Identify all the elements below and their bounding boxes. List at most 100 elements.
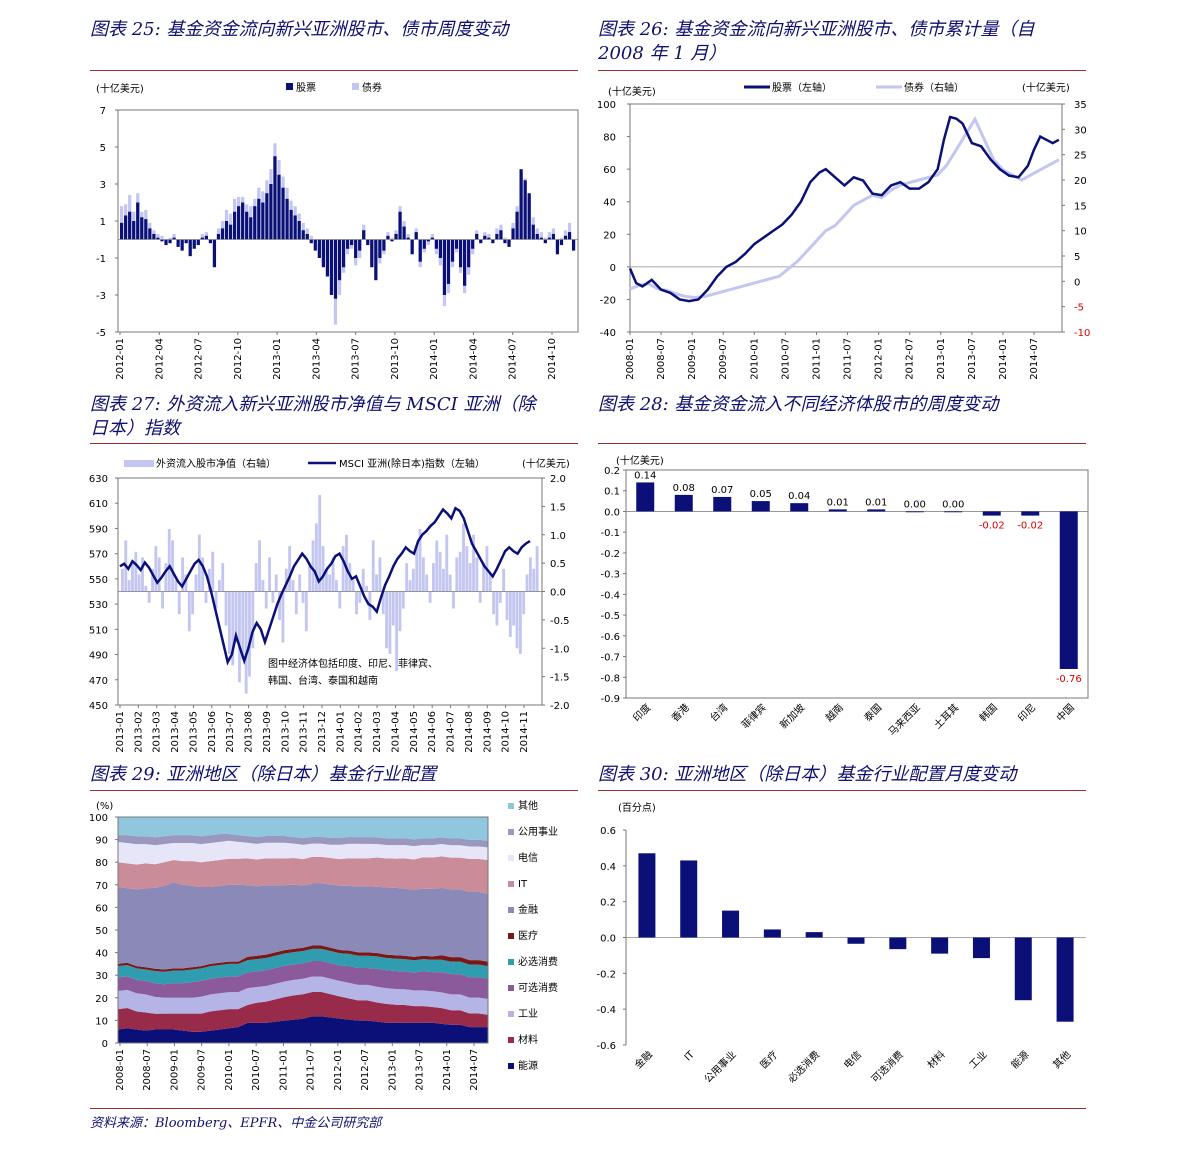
- x-tick-label: 2014-07: [508, 338, 519, 380]
- bar-inflow: [258, 540, 261, 592]
- x-category-label: 台湾: [707, 701, 730, 724]
- value-label: 0.14: [634, 470, 656, 481]
- x-tick-label: 2013-01: [115, 711, 126, 753]
- bar-bond: [160, 235, 164, 240]
- bar-equity: [301, 230, 305, 240]
- note-line-2: 韩国、台湾、泰国和越南: [268, 674, 378, 687]
- x-tick-label: 2013-01: [387, 1049, 398, 1091]
- plot-frame: [117, 109, 579, 333]
- bar-bond: [539, 232, 543, 240]
- bar-inflow: [214, 591, 218, 609]
- y-left-tick-label: 0: [610, 263, 616, 274]
- x-category-label: 其他: [1050, 1048, 1073, 1071]
- bar-inflow: [462, 523, 465, 592]
- y-tick-label: 100: [89, 813, 108, 824]
- bar-inflow: [385, 591, 389, 649]
- x-tick-label: 2008-01: [625, 338, 636, 380]
- x-tick-label: 2008-01: [115, 1049, 126, 1091]
- y-left-tick-label: 80: [603, 133, 616, 144]
- legend-label: 公用事业: [518, 825, 558, 838]
- bar-equity: [172, 237, 176, 240]
- x-tick-label: 2013-03: [152, 711, 163, 753]
- bar-equity: [289, 209, 293, 240]
- y-left-tick-label: -40: [600, 328, 616, 339]
- bar-equity: [128, 211, 132, 240]
- x-tick-label: 2008-07: [142, 1049, 153, 1091]
- chart26-title-line1: 图表 26: 基金资金流向新兴亚洲股市、债市累计量（自: [598, 19, 1035, 40]
- y-tick-label: -0.2: [596, 969, 616, 980]
- bar-韩国: [982, 511, 1001, 516]
- chart30-title-rule: [598, 790, 1086, 791]
- legend-label: 电信: [518, 851, 538, 864]
- bar-inflow: [438, 551, 442, 592]
- y-right-tick-label: 1.0: [550, 531, 566, 542]
- y-right-tick-label: -1.0: [550, 644, 570, 655]
- legend-label: 可选消费: [518, 981, 558, 994]
- value-label: -0.02: [979, 521, 1005, 532]
- y-right-tick-label: -1.5: [550, 673, 570, 684]
- area-必选消费: [118, 948, 488, 985]
- bar-新加坡: [790, 503, 809, 512]
- bar-inflow: [365, 585, 368, 592]
- chart28-title-rule: [598, 443, 1086, 444]
- x-category-label: IT: [683, 1049, 698, 1064]
- bar-inflow: [445, 534, 449, 592]
- bar-equity: [200, 237, 204, 240]
- bar-equity: [281, 187, 285, 240]
- y-tick-label: 90: [95, 836, 108, 847]
- y-tick-label: -0.4: [596, 1005, 616, 1016]
- legend-swatch: [508, 985, 514, 991]
- bar-inflow: [201, 557, 205, 592]
- bar-bond: [426, 239, 430, 246]
- legend-label: 能源: [518, 1059, 538, 1072]
- x-category-label: 新加坡: [777, 701, 807, 731]
- x-tick-label: 2009-01: [687, 338, 698, 380]
- bar-equity: [216, 233, 221, 240]
- x-category-label: 韩国: [977, 701, 1000, 724]
- x-tick-label: 2014-11: [519, 711, 530, 753]
- bar-equity: [345, 239, 350, 249]
- bar-equity: [196, 239, 200, 246]
- bar-inflow: [284, 568, 288, 592]
- bar-inflow: [401, 591, 405, 609]
- legend-swatch: [508, 933, 514, 939]
- y-tick-label: 80: [95, 858, 108, 869]
- legend-label: IT: [518, 879, 528, 890]
- x-tick-label: 2010-01: [224, 1049, 235, 1091]
- bar-inflow: [415, 546, 419, 592]
- x-tick-label: 2013-07: [351, 338, 362, 380]
- bar-inflow: [338, 591, 342, 609]
- y-right-tick-label: -0.5: [550, 616, 570, 627]
- bar-inflow: [204, 591, 208, 603]
- bar-equity: [535, 233, 539, 240]
- bar-equity: [511, 228, 515, 240]
- legend-swatch: [508, 803, 514, 809]
- bar-equity: [442, 239, 447, 295]
- bar-inflow: [492, 591, 496, 615]
- chart25-title: 图表 25: 基金资金流向新兴亚洲股市、债市周度变动: [90, 19, 509, 40]
- bar-equity: [325, 239, 330, 277]
- bar-equity: [350, 239, 354, 246]
- chart27-title-line1: 图表 27: 外资流入新兴亚洲股市净值与 MSCI 亚洲（除: [90, 394, 536, 415]
- bar-equity: [148, 228, 152, 240]
- bar-equity: [382, 239, 386, 251]
- bar-equity: [370, 239, 374, 268]
- chart26-title-rule: [598, 70, 1086, 71]
- bar-equity: [237, 206, 241, 240]
- bar-equity: [563, 235, 568, 240]
- bar-inflow: [207, 568, 211, 592]
- y-left-tick-label: 60: [603, 165, 616, 176]
- area-可选消费: [118, 961, 488, 999]
- bar-inflow: [288, 546, 292, 592]
- bar-inflow: [238, 591, 241, 683]
- x-tick-label: 2013-04: [170, 711, 181, 753]
- bar-inflow: [184, 574, 188, 592]
- bar-inflow: [351, 580, 355, 592]
- x-tick-label: 2013-01: [936, 338, 947, 380]
- y-right-tick-label: -10: [1074, 328, 1090, 339]
- x-tick-label: 2014-07: [469, 1049, 480, 1091]
- legend-label: 材料: [518, 1033, 538, 1046]
- area-医疗: [118, 945, 488, 972]
- bar-inflow: [194, 574, 198, 592]
- x-tick-label: 2012-01: [874, 338, 885, 380]
